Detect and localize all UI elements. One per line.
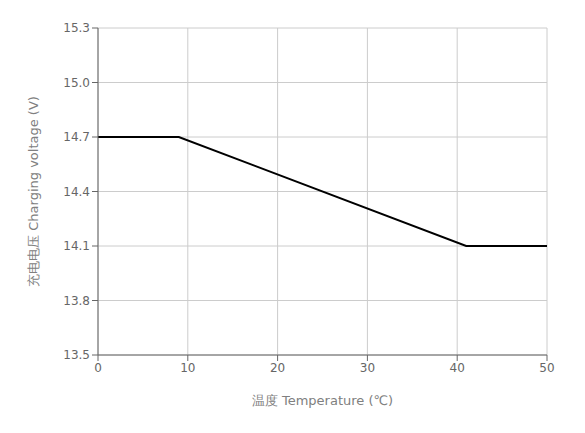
svg-text:15.3: 15.3	[63, 21, 90, 35]
svg-text:温度 Temperature (℃): 温度 Temperature (℃)	[252, 393, 393, 408]
svg-text:0: 0	[94, 361, 102, 375]
svg-text:14.1: 14.1	[63, 239, 90, 253]
svg-text:50: 50	[539, 361, 554, 375]
svg-text:14.4: 14.4	[63, 185, 90, 199]
svg-text:10: 10	[180, 361, 195, 375]
svg-text:14.7: 14.7	[63, 130, 90, 144]
svg-text:30: 30	[360, 361, 375, 375]
svg-text:13.8: 13.8	[63, 294, 90, 308]
svg-text:充电电压 Charging voltage (V): 充电电压 Charging voltage (V)	[26, 96, 41, 287]
svg-text:15.0: 15.0	[63, 76, 90, 90]
svg-text:13.5: 13.5	[63, 348, 90, 362]
svg-text:20: 20	[270, 361, 285, 375]
svg-text:40: 40	[450, 361, 465, 375]
